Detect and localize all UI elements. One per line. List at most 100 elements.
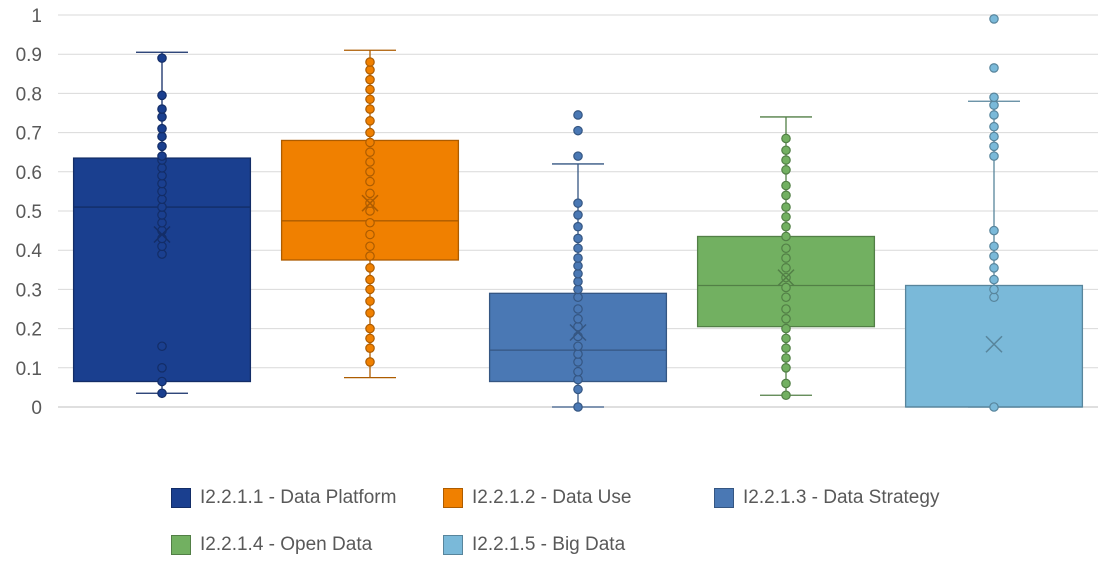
data-point (157, 202, 167, 212)
data-point (573, 284, 583, 295)
data-point (365, 65, 375, 75)
data-point (365, 296, 375, 306)
data-point (989, 241, 999, 252)
legend-label-big-data: I2.2.1.5 - Big Data (472, 534, 626, 555)
data-point (989, 131, 999, 142)
data-point (573, 253, 583, 263)
data-point (157, 163, 167, 173)
data-point (781, 202, 791, 212)
data-point (365, 308, 375, 318)
data-point (157, 178, 167, 189)
data-point (365, 323, 375, 334)
mean-marker (361, 194, 379, 212)
data-point (573, 384, 583, 395)
y-tick-label: 0.8 (16, 84, 42, 105)
data-point (365, 116, 375, 126)
data-point (365, 137, 375, 148)
data-point (157, 186, 167, 197)
boxplot-chart: 0 0.1 0.2 0.3 0.4 0.5 0.6 0.7 0.8 0.9 1 (16, 6, 1098, 419)
data-point (781, 212, 791, 222)
data-point (781, 362, 791, 373)
data-point (157, 104, 167, 114)
data-point (365, 147, 375, 157)
data-point (573, 357, 583, 367)
legend-item-data-strategy: I2.2.1.3 - Data Strategy (714, 484, 939, 512)
data-point (365, 241, 375, 252)
data-point (781, 180, 791, 191)
data-point (365, 343, 375, 353)
y-tick-label: 0 (31, 398, 42, 419)
data-point (157, 141, 167, 152)
y-tick-label: 0.7 (16, 124, 42, 145)
data-point (365, 84, 375, 95)
mean-marker (777, 269, 795, 287)
data-point (365, 357, 375, 367)
data-point (365, 127, 375, 138)
data-point (781, 313, 791, 324)
data-point (781, 378, 791, 389)
mean-marker (985, 335, 1003, 353)
legend-label-data-platform: I2.2.1.1 - Data Platform (200, 487, 397, 508)
data-point (989, 263, 999, 273)
series-group (72, 51, 252, 399)
series-boxes (72, 14, 1084, 412)
data-point (573, 349, 583, 359)
data-point (157, 341, 167, 352)
data-point (365, 94, 375, 105)
y-tick-label: 0.2 (16, 320, 42, 341)
data-point (989, 284, 999, 295)
data-point (781, 221, 791, 232)
data-point (365, 176, 375, 187)
data-point (573, 341, 583, 352)
data-point (781, 165, 791, 175)
data-point (573, 276, 583, 287)
data-point (573, 304, 583, 314)
legend-swatch-open-data (171, 535, 191, 555)
data-point (365, 104, 375, 114)
data-point (573, 125, 583, 136)
data-point (573, 198, 583, 208)
data-point (781, 243, 791, 254)
data-point (157, 249, 167, 259)
data-point (157, 362, 167, 373)
y-tick-label: 0.5 (16, 202, 42, 223)
y-tick-label: 0.6 (16, 163, 42, 184)
data-point (989, 121, 999, 132)
data-point (989, 225, 999, 236)
legend-swatch-data-use (443, 488, 463, 508)
series-group (904, 14, 1084, 412)
data-point (157, 388, 167, 399)
legend-item-big-data: I2.2.1.5 - Big Data (443, 531, 625, 559)
data-point (781, 253, 791, 263)
series-group (280, 49, 460, 379)
data-point (365, 263, 375, 273)
data-point (157, 90, 167, 101)
legend-label-data-use: I2.2.1.2 - Data Use (472, 487, 632, 508)
data-point (989, 141, 999, 152)
data-point (157, 53, 167, 63)
data-point (781, 190, 791, 201)
data-point (781, 133, 791, 144)
y-axis-tick-labels: 0 0.1 0.2 0.3 0.4 0.5 0.6 0.7 0.8 0.9 1 (16, 6, 43, 419)
data-point (781, 292, 791, 303)
data-point (573, 292, 583, 303)
data-point (573, 233, 583, 244)
legend-swatch-big-data (443, 535, 463, 555)
data-point (157, 123, 167, 134)
data-point (781, 323, 791, 334)
data-point (157, 112, 167, 122)
data-point (989, 151, 999, 161)
data-point (157, 217, 167, 228)
data-point (573, 151, 583, 161)
data-point (365, 188, 375, 199)
data-point (781, 155, 791, 165)
data-point (781, 282, 791, 293)
data-point (157, 151, 167, 161)
data-point (573, 366, 583, 377)
legend-item-data-platform: I2.2.1.1 - Data Platform (171, 484, 396, 512)
legend-item-data-use: I2.2.1.2 - Data Use (443, 484, 631, 512)
data-point (573, 210, 583, 220)
data-point (781, 263, 791, 273)
legend-item-open-data: I2.2.1.4 - Open Data (171, 531, 372, 559)
data-point (781, 304, 791, 314)
